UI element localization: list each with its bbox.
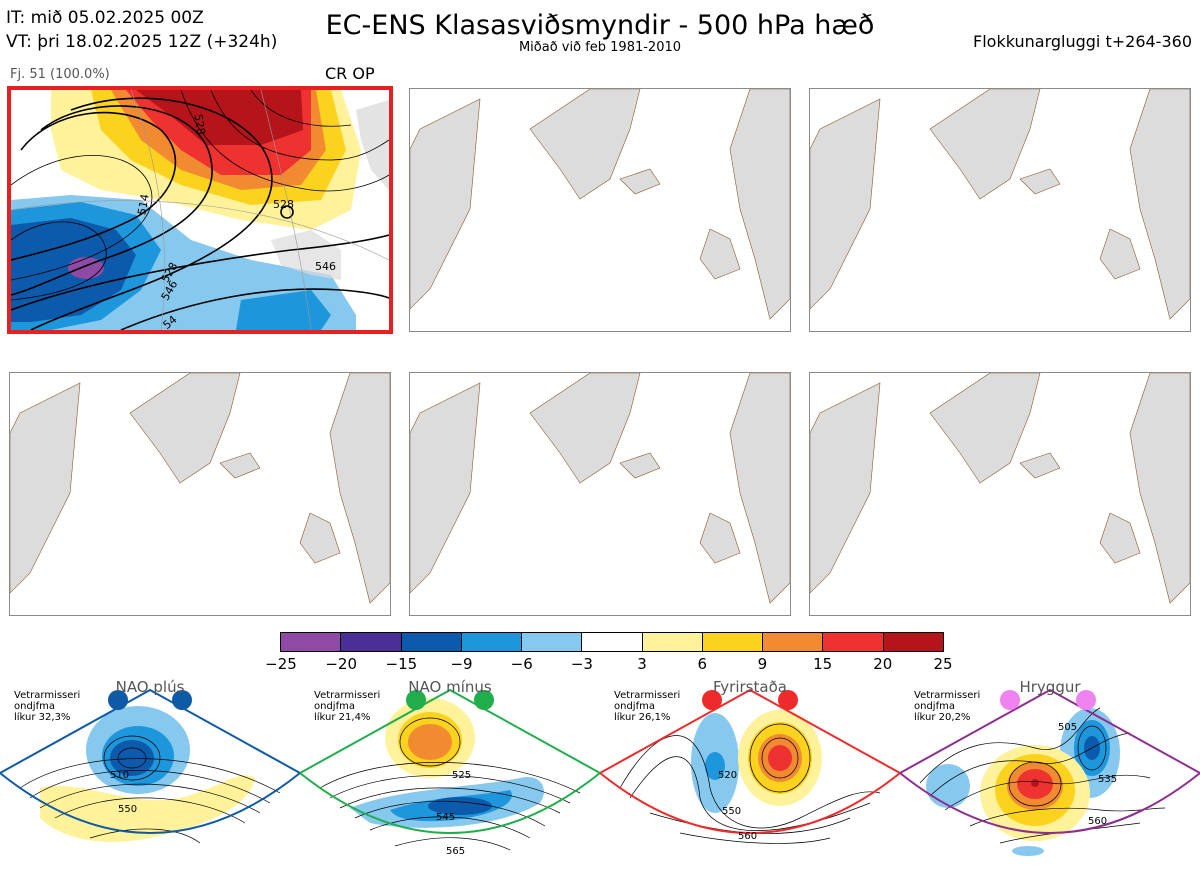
colorbar-tick-label: 15 xyxy=(813,655,833,673)
regime-stats: Vetrarmisseri ondjfma líkur 21,4% xyxy=(314,690,380,723)
contour-label: 520 xyxy=(718,770,738,781)
colorbar-tick-label: −9 xyxy=(450,655,473,673)
colorbar-swatch xyxy=(582,633,643,651)
colorbar xyxy=(280,632,944,652)
colorbar-tick-label: 25 xyxy=(933,655,953,673)
contour-label: 560 xyxy=(738,831,758,842)
contour-label: 535 xyxy=(1098,774,1118,785)
cluster-map-2[interactable] xyxy=(409,88,791,332)
header-info: IT: mið 05.02.2025 00Z VT: þri 18.02.202… xyxy=(6,6,277,54)
colorbar-tick-label: 20 xyxy=(873,655,893,673)
anomaly-field xyxy=(11,90,389,330)
colorbar-tick-label: −20 xyxy=(325,655,357,673)
contour-label: 528 xyxy=(273,198,294,211)
regime-stats: Vetrarmisseri ondjfma líkur 26,1% xyxy=(614,690,680,723)
contour-label: 550 xyxy=(722,806,742,817)
map-land xyxy=(810,373,1190,604)
contour-label: 505 xyxy=(1058,722,1078,733)
regime-season: Vetrarmisseri xyxy=(314,690,381,701)
regime-probability: líkur 21,4% xyxy=(314,712,371,723)
regime-season: Vetrarmisseri xyxy=(614,690,681,701)
colorbar-swatch xyxy=(823,633,884,651)
map-land xyxy=(410,89,790,320)
regime-title: NAO plús xyxy=(115,678,185,696)
classification-window: Flokkunargluggi t+264-360 xyxy=(973,32,1192,51)
colorbar-swatch xyxy=(763,633,824,651)
regime-months: ondjfma xyxy=(314,701,355,712)
map-land xyxy=(810,89,1190,320)
colorbar-swatch xyxy=(883,633,943,651)
regime-title: Hryggur xyxy=(1019,678,1081,696)
cluster-map-6[interactable] xyxy=(809,372,1191,616)
cluster-map-4[interactable] xyxy=(9,372,391,616)
contour-label: 545 xyxy=(436,812,456,823)
colorbar-swatch xyxy=(281,633,342,651)
colorbar-swatch xyxy=(642,633,703,651)
regime-season: Vetrarmisseri xyxy=(914,690,981,701)
regime-nao-plus: NAO plús Vetrarmisseri ondjfma líkur 32,… xyxy=(0,678,300,871)
regime-months: ondjfma xyxy=(914,701,955,712)
map-land xyxy=(10,373,390,604)
colorbar-swatch xyxy=(401,633,462,651)
colorbar-tick-label: −25 xyxy=(265,655,297,673)
contour-label: 565 xyxy=(446,846,466,857)
regime-months: ondjfma xyxy=(14,701,55,712)
colorbar-tick-label: −6 xyxy=(510,655,533,673)
regime-blocking: Fyrirstaða Vetrarmisseri ondjfma líkur 2… xyxy=(600,678,900,871)
colorbar-tick-label: −3 xyxy=(570,655,593,673)
regime-probability: líkur 32,3% xyxy=(14,712,71,723)
regime-season: Vetrarmisseri xyxy=(14,690,81,701)
regime-title: Fyrirstaða xyxy=(713,678,787,696)
colorbar-swatch xyxy=(702,633,764,651)
page-subtitle: Miðað við feb 1981-2010 xyxy=(518,40,682,55)
regime-months: ondjfma xyxy=(614,701,655,712)
contour-label: 510 xyxy=(110,770,130,781)
contour-label: 525 xyxy=(452,770,472,781)
colorbar-swatch xyxy=(461,633,523,651)
regime-stats: Vetrarmisseri ondjfma líkur 32,3% xyxy=(14,690,80,723)
cluster-tag: CR OP xyxy=(325,64,375,83)
valid-time: VT: þri 18.02.2025 12Z (+324h) xyxy=(6,32,278,52)
colorbar-tick-label: −15 xyxy=(385,655,418,673)
colorbar-swatch xyxy=(341,633,402,651)
colorbar-tick-label: 6 xyxy=(697,655,708,673)
colorbar-swatch xyxy=(522,633,583,651)
regime-title: NAO mínus xyxy=(408,678,492,696)
colorbar-tick-label: 9 xyxy=(757,655,768,673)
member-count: Fj. 51 (100.0%) xyxy=(10,67,110,82)
page-title: EC-ENS Klasasviðsmyndir - 500 hPa hæð xyxy=(325,10,875,41)
cluster-map-1[interactable]: 528 514 528 546 528 546 54 xyxy=(7,86,393,334)
regime-stats: Vetrarmisseri ondjfma líkur 20,2% xyxy=(914,690,980,723)
contour-label: 546 xyxy=(315,260,336,273)
cluster-map-5[interactable] xyxy=(409,372,791,616)
contour-label: 550 xyxy=(118,804,138,815)
map-land xyxy=(410,373,790,604)
initial-time: IT: mið 05.02.2025 00Z xyxy=(6,8,204,28)
regime-nao-minus: NAO mínus Vetrarmisseri ondjfma líkur 21… xyxy=(300,678,600,871)
regime-probability: líkur 26,1% xyxy=(614,712,671,723)
contour-label: 560 xyxy=(1088,816,1108,827)
regime-probability: líkur 20,2% xyxy=(914,712,971,723)
cluster-map-3[interactable] xyxy=(809,88,1191,332)
regime-ridge: Hryggur Vetrarmisseri ondjfma líkur 20,2… xyxy=(900,678,1200,871)
colorbar-tick-label: 3 xyxy=(637,655,647,673)
